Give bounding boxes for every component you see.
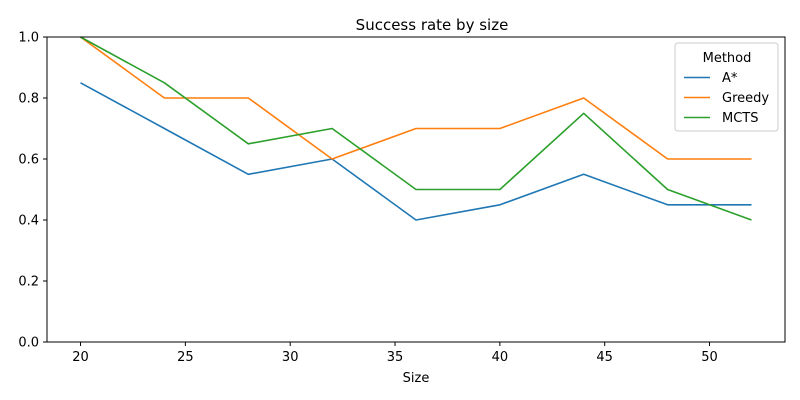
legend-box	[674, 42, 779, 132]
x-tick-label: 25	[177, 350, 194, 365]
y-axis: 0.0 0.2 0.4 0.6 0.8 1.0	[18, 31, 47, 351]
x-tick-label: 30	[282, 350, 299, 365]
series-line-a-star	[80, 82, 752, 221]
x-axis: 20 25 30 35 40 45 50	[72, 342, 718, 365]
x-tick-label: 50	[701, 350, 718, 365]
legend: Method A* Greedy MCTS	[674, 42, 779, 132]
x-tick-label: 40	[492, 350, 509, 365]
legend-entry-label: A*	[722, 71, 738, 86]
legend-entry-label: MCTS	[722, 111, 759, 126]
legend-entry-label: Greedy	[722, 91, 769, 106]
x-tick-label: 45	[596, 350, 613, 365]
y-tick-label: 0.6	[18, 153, 39, 168]
plot-frame	[46, 36, 786, 343]
series-layer	[80, 36, 752, 221]
chart-title: Success rate by size	[356, 16, 509, 34]
y-tick-label: 0.0	[18, 336, 39, 351]
y-tick-label: 0.4	[18, 214, 39, 229]
x-tick-label: 20	[72, 350, 89, 365]
legend-title: Method	[703, 51, 752, 66]
y-tick-label: 0.2	[18, 275, 39, 290]
y-tick-label: 0.8	[18, 92, 39, 107]
legend-entries: A* Greedy MCTS	[684, 71, 769, 126]
x-axis-label: Size	[403, 371, 430, 386]
series-line-mcts	[80, 36, 752, 221]
series-line-greedy	[80, 36, 752, 160]
y-tick-label: 1.0	[18, 31, 39, 46]
x-tick-label: 35	[387, 350, 404, 365]
